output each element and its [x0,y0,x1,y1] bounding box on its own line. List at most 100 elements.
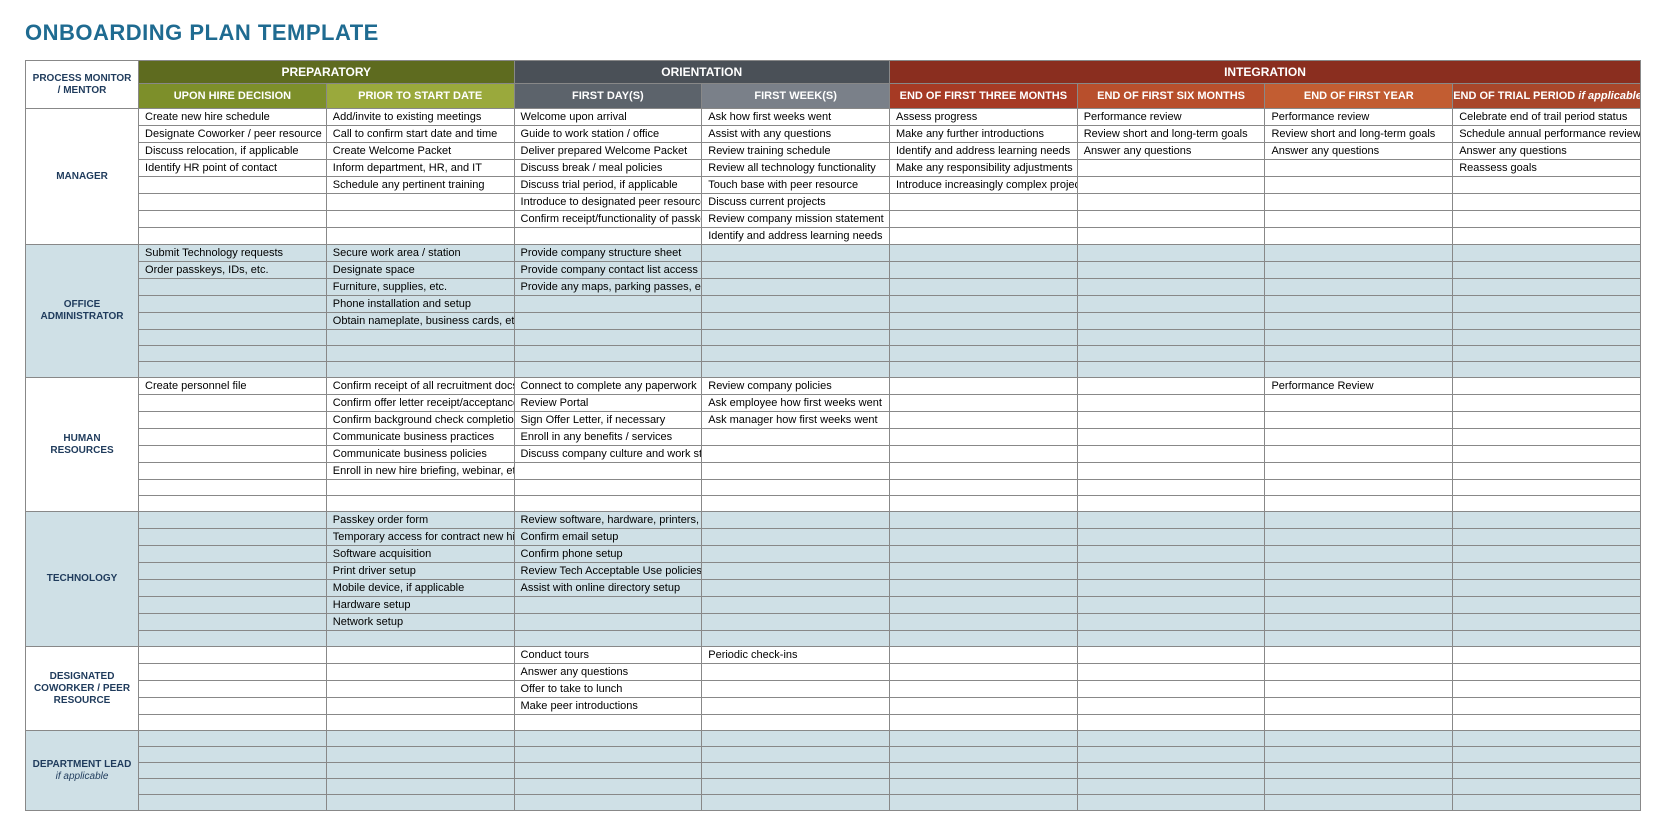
table-cell: Review company mission statement [702,211,890,228]
table-cell: Ask how first weeks went [702,109,890,126]
phase-header: ORIENTATION [514,61,889,84]
table-cell [1077,529,1265,546]
table-cell: Touch base with peer resource [702,177,890,194]
table-cell [1077,779,1265,795]
role-label: DEPARTMENT LEAD if applicable [26,731,139,811]
table-cell: Review all technology functionality [702,160,890,177]
table-cell [1265,614,1453,631]
table-cell [702,631,890,647]
table-cell [139,763,327,779]
table-cell [1453,279,1641,296]
table-cell [514,480,702,496]
table-cell: Identify and address learning needs [702,228,890,245]
table-cell: Phone installation and setup [326,296,514,313]
table-cell [1265,262,1453,279]
table-cell [514,346,702,362]
table-cell [702,313,890,330]
table-cell [326,715,514,731]
table-cell [1077,698,1265,715]
sub-header: UPON HIRE DECISION [139,84,327,109]
table-cell [1077,546,1265,563]
table-cell: Introduce increasingly complex projects [889,177,1077,194]
table-cell [702,480,890,496]
table-cell [702,446,890,463]
table-cell: Create personnel file [139,378,327,395]
table-cell: Schedule any pertinent training [326,177,514,194]
table-cell [889,496,1077,512]
table-cell [1453,446,1641,463]
table-cell [139,747,327,763]
table-cell [326,631,514,647]
table-cell: Software acquisition [326,546,514,563]
table-cell: Review short and long-term goals [1077,126,1265,143]
table-cell: Schedule annual performance review [1453,126,1641,143]
page-title: ONBOARDING PLAN TEMPLATE [25,20,1641,46]
table-cell [1265,580,1453,597]
table-cell [889,779,1077,795]
table-cell [1265,412,1453,429]
table-cell [139,546,327,563]
table-cell [889,245,1077,262]
table-cell: Answer any questions [1077,143,1265,160]
table-cell [139,211,327,228]
onboarding-table: PROCESS MONITOR / MENTORPREPARATORYORIEN… [25,60,1641,811]
table-cell [1077,664,1265,681]
table-cell [139,395,327,412]
table-cell: Welcome upon arrival [514,109,702,126]
table-cell [139,681,327,698]
table-cell [1265,177,1453,194]
table-cell [326,228,514,245]
table-cell [139,512,327,529]
table-cell [889,296,1077,313]
table-cell [1453,362,1641,378]
table-cell: Answer any questions [1265,143,1453,160]
table-cell [1077,631,1265,647]
table-cell: Call to confirm start date and time [326,126,514,143]
table-cell [1265,529,1453,546]
table-cell [1453,698,1641,715]
table-cell [1453,463,1641,480]
table-cell: Performance Review [1265,378,1453,395]
table-cell [889,731,1077,747]
table-cell [1077,412,1265,429]
table-cell [1453,228,1641,245]
table-cell [1453,563,1641,580]
table-cell [1265,279,1453,296]
table-cell [889,664,1077,681]
table-cell: Performance review [1265,109,1453,126]
table-cell [1077,429,1265,446]
table-cell [1077,614,1265,631]
table-cell: Identify and address learning needs [889,143,1077,160]
table-cell [139,731,327,747]
table-cell: Provide company structure sheet [514,245,702,262]
table-cell [1077,262,1265,279]
table-cell [889,698,1077,715]
table-cell: Order passkeys, IDs, etc. [139,262,327,279]
table-cell [702,747,890,763]
table-cell [139,698,327,715]
table-cell: Discuss company culture and work style [514,446,702,463]
table-cell: Temporary access for contract new hire [326,529,514,546]
table-cell [1077,296,1265,313]
table-cell [1265,664,1453,681]
table-cell [326,362,514,378]
table-cell [889,563,1077,580]
table-cell [702,496,890,512]
table-cell: Review training schedule [702,143,890,160]
table-cell [889,747,1077,763]
sub-header: END OF TRIAL PERIOD if applicable [1453,84,1641,109]
table-cell: Obtain nameplate, business cards, etc. [326,313,514,330]
table-cell [139,631,327,647]
table-cell [326,698,514,715]
table-cell [514,362,702,378]
table-cell: Hardware setup [326,597,514,614]
table-cell [889,580,1077,597]
table-cell: Network setup [326,614,514,631]
table-cell [1265,496,1453,512]
table-cell [889,194,1077,211]
table-cell [139,296,327,313]
table-cell: Designate Coworker / peer resource [139,126,327,143]
table-cell [1265,546,1453,563]
table-cell [139,279,327,296]
table-cell [1265,715,1453,731]
